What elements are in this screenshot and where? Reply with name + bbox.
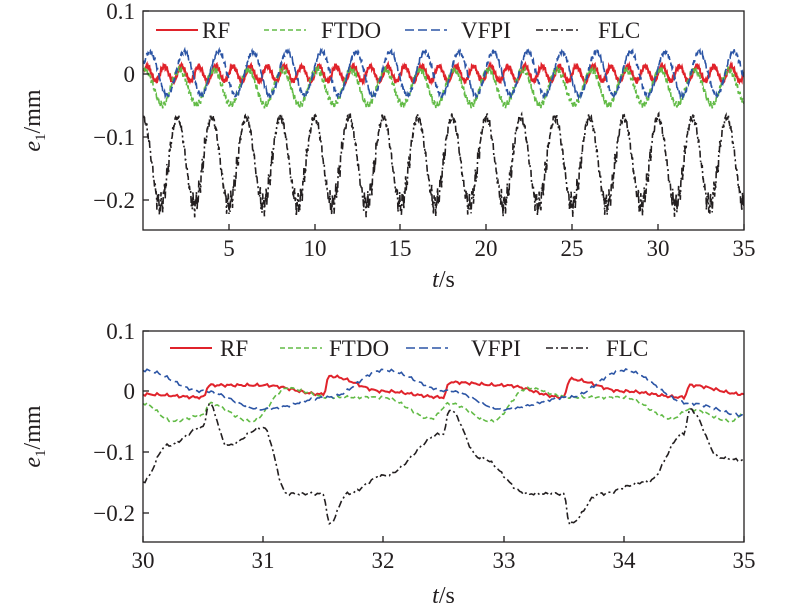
- x-tick-label: 10: [304, 236, 327, 261]
- series-line-vfpi: [143, 46, 744, 101]
- y-axis-label: e1/mm: [20, 89, 49, 151]
- y-tick-label: −0.2: [93, 188, 135, 213]
- x-tick-label: 5: [223, 236, 235, 261]
- legend: RF FTDO VFPI FLC: [156, 18, 640, 43]
- x-tick-label: 30: [132, 548, 155, 573]
- series-line-rf: [143, 374, 744, 401]
- y-axis-label-symbol: e: [20, 141, 46, 152]
- x-tick-label: 32: [372, 548, 395, 573]
- legend-label-flc: FLC: [598, 18, 640, 43]
- y-axis-label-subscript: 1: [33, 133, 49, 141]
- x-tick-label: 25: [561, 236, 584, 261]
- x-axis-label-unit: /s: [439, 583, 455, 609]
- x-axis-label-unit: /s: [439, 267, 455, 293]
- legend-label-rf: RF: [202, 18, 230, 43]
- y-axis-label-symbol: e: [20, 457, 46, 468]
- plot-frame: [142, 330, 745, 543]
- series-line-ftdo: [143, 386, 744, 424]
- y-tick-label: −0.2: [93, 501, 135, 526]
- y-axis-label-unit: /mm: [20, 405, 46, 449]
- x-tick-label: 35: [733, 236, 756, 261]
- y-axis-label-subscript: 1: [33, 449, 49, 457]
- legend-label-rf: RF: [220, 336, 248, 361]
- x-tick-label: 34: [613, 548, 637, 573]
- legend-label-vfpi: VFPI: [461, 18, 511, 43]
- x-axis-label: t/s: [432, 583, 455, 609]
- x-axis-label: t/s: [432, 267, 455, 293]
- x-tick-label: 20: [475, 236, 498, 261]
- plot-frame: [142, 10, 745, 231]
- y-tick-label: −0.1: [93, 440, 135, 465]
- x-tick-label: 33: [493, 548, 516, 573]
- series-line-vfpi: [143, 368, 744, 417]
- series-line-flc: [143, 402, 744, 527]
- x-tick-label: 30: [647, 236, 670, 261]
- plot-area: [143, 46, 744, 218]
- x-axis-label-symbol: t: [432, 583, 440, 609]
- y-tick-label: 0.1: [106, 0, 135, 24]
- x-tick-label: 31: [252, 548, 275, 573]
- y-tick-label: 0: [124, 379, 136, 404]
- legend-label-vfpi: VFPI: [471, 336, 521, 361]
- y-axis-label-unit: /mm: [20, 89, 46, 133]
- legend-label-ftdo: FTDO: [329, 336, 389, 361]
- legend: RF FTDO VFPI FLC: [170, 336, 648, 361]
- bottom-panel: 30 31 32 33 34 35 0.1 0 −0.1 −0.2 t/s e1/mm RF FTDO VF…: [20, 319, 756, 609]
- y-axis-label: e1/mm: [20, 405, 49, 467]
- y-tick-label: −0.1: [93, 125, 135, 150]
- plot-area: [143, 368, 744, 527]
- series-line-rf: [143, 60, 744, 87]
- legend-label-ftdo: FTDO: [321, 18, 381, 43]
- legend-label-flc: FLC: [606, 336, 648, 361]
- y-tick-label: 0: [124, 62, 136, 87]
- x-tick-label: 15: [389, 236, 412, 261]
- top-panel: 5 10 15 20 25 30 35 0.1 0 −0.1 −0.2 t/s e1/mm RF FTDO V…: [20, 0, 756, 293]
- y-tick-label: 0.1: [106, 319, 135, 344]
- x-tick-label: 35: [733, 548, 756, 573]
- x-axis-label-symbol: t: [432, 267, 440, 293]
- series-line-flc: [143, 111, 744, 218]
